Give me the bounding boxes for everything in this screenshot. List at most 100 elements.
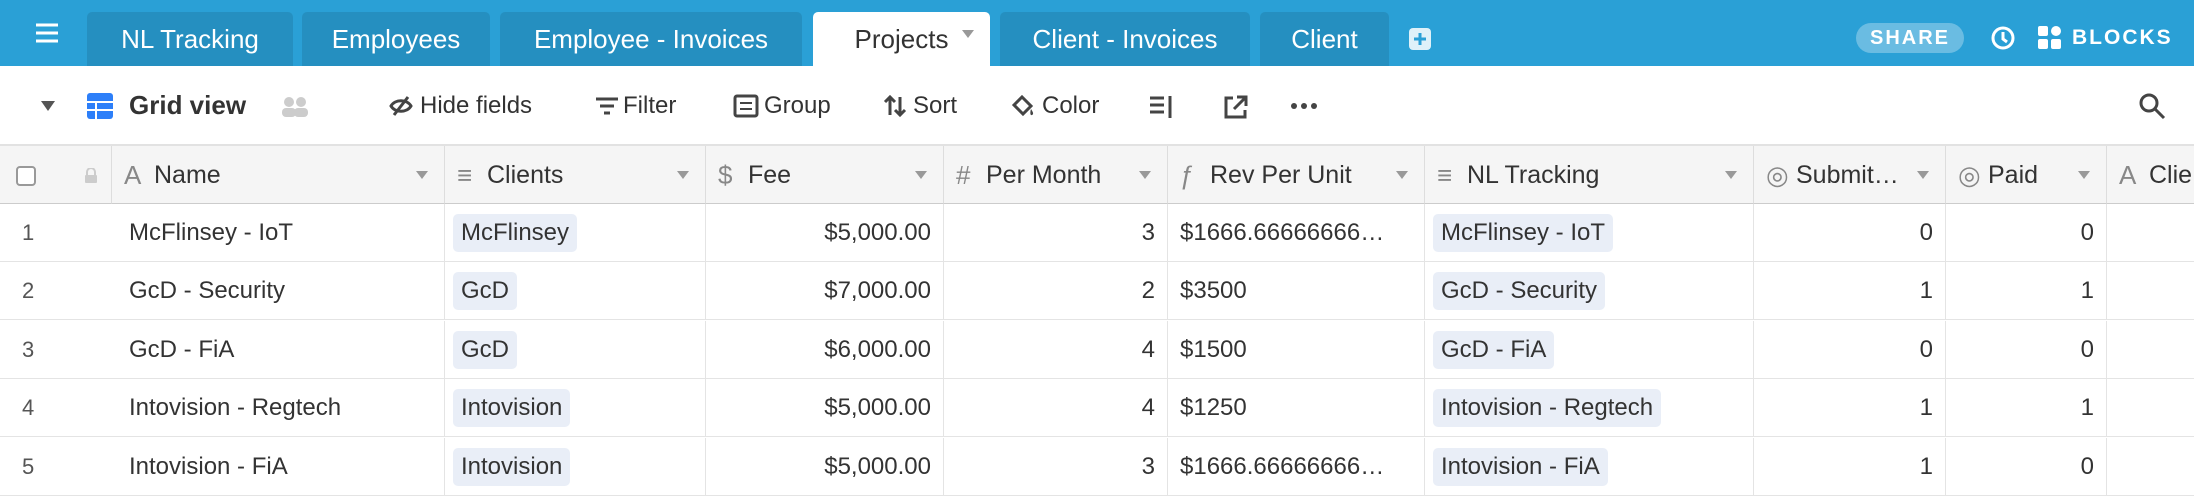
column-header[interactable]: A Name bbox=[112, 146, 445, 204]
toolbar-button[interactable]: Sort bbox=[913, 92, 958, 119]
toolbar-icon bbox=[389, 96, 413, 116]
cell: $5,000.00 bbox=[706, 437, 944, 496]
cell: 1 bbox=[1946, 379, 2107, 438]
cell: $6,000.00 bbox=[706, 320, 944, 379]
column-name: Name bbox=[154, 161, 221, 189]
linked-record[interactable]: GcD bbox=[453, 330, 517, 369]
cell: GcD - FiA bbox=[1425, 320, 1754, 379]
column-caret[interactable] bbox=[1396, 171, 1408, 179]
column-name: Fee bbox=[748, 161, 792, 189]
row-number: 5 bbox=[0, 438, 112, 496]
cell: Intovision - FiA bbox=[112, 437, 445, 496]
tab[interactable]: Client - Invoices bbox=[1000, 12, 1250, 66]
cell-text: 0 bbox=[1919, 219, 1933, 246]
select-all-checkbox[interactable] bbox=[16, 166, 36, 186]
menu-icon[interactable] bbox=[34, 22, 60, 44]
cell: 4 bbox=[944, 320, 1168, 379]
linked-record[interactable]: McFlinsey - IoT bbox=[1433, 214, 1614, 252]
linked-record[interactable]: Intovision - Regtech bbox=[1433, 389, 1662, 428]
cell-text: $1500 bbox=[1180, 335, 1247, 363]
linked-record[interactable]: GcD - FiA bbox=[1433, 330, 1555, 369]
tab[interactable]: Employees bbox=[302, 12, 490, 66]
blocks-button[interactable]: BLOCKS bbox=[2072, 26, 2173, 49]
cell: 0 bbox=[1946, 437, 2107, 496]
cell bbox=[2107, 379, 2194, 438]
cell-text: $5,000.00 bbox=[824, 219, 931, 246]
cell: McFlinsey bbox=[445, 204, 706, 262]
cell-text: $3500 bbox=[1180, 277, 1247, 305]
tab[interactable]: Projects bbox=[813, 12, 990, 66]
history-icon[interactable] bbox=[1988, 24, 2016, 52]
column-caret[interactable] bbox=[677, 171, 689, 179]
linked-record[interactable]: McFlinsey bbox=[453, 214, 578, 252]
cell-text: $1250 bbox=[1180, 394, 1247, 422]
add-tab-icon[interactable] bbox=[1408, 27, 1432, 51]
tab[interactable]: NL Tracking bbox=[87, 12, 293, 66]
tab[interactable]: Employee - Invoices bbox=[500, 12, 802, 66]
row-number: 2 bbox=[0, 262, 112, 321]
column-caret[interactable] bbox=[1917, 171, 1929, 179]
cell: Intovision - Regtech bbox=[112, 379, 445, 438]
column-name: Submit… bbox=[1796, 161, 1899, 189]
cell: 0 bbox=[1754, 204, 1946, 262]
cell-text: 1 bbox=[2080, 277, 2094, 305]
row-height-icon[interactable] bbox=[1148, 94, 1174, 120]
tab[interactable]: Client bbox=[1260, 12, 1389, 66]
blocks-icon[interactable] bbox=[2036, 24, 2064, 52]
column-name: NL Tracking bbox=[1467, 161, 1600, 189]
linked-record[interactable]: Intovision - FiA bbox=[1433, 447, 1608, 486]
toolbar-button[interactable]: Filter bbox=[623, 92, 677, 119]
linked-record[interactable]: GcD bbox=[453, 272, 517, 311]
toolbar-icon bbox=[733, 94, 759, 118]
column-name: Rev Per Unit bbox=[1210, 161, 1352, 189]
column-caret[interactable] bbox=[1725, 171, 1737, 179]
column-caret[interactable] bbox=[416, 171, 428, 179]
cell-text: 0 bbox=[2080, 452, 2094, 480]
toolbar-button[interactable]: Color bbox=[1042, 92, 1100, 119]
linked-record[interactable]: GcD - Security bbox=[1433, 272, 1606, 311]
cell-text: 0 bbox=[1919, 335, 1933, 363]
cell: 1 bbox=[1946, 262, 2107, 321]
cell-text: $7,000.00 bbox=[824, 277, 931, 305]
caret-icon[interactable] bbox=[40, 100, 56, 112]
linked-record[interactable]: Intovision bbox=[453, 389, 571, 428]
cell: $5,000.00 bbox=[706, 204, 944, 262]
search-icon[interactable] bbox=[2138, 92, 2166, 120]
view-name[interactable]: Grid view bbox=[129, 90, 247, 120]
toolbar-button[interactable]: Group bbox=[764, 92, 831, 119]
column-header[interactable]: # Per Month bbox=[944, 146, 1168, 204]
column-header[interactable]: ◎ Submit… bbox=[1754, 146, 1946, 204]
column-caret[interactable] bbox=[1139, 171, 1151, 179]
column-caret[interactable] bbox=[2078, 171, 2090, 179]
cell-text: $1666.66666666… bbox=[1180, 219, 1385, 246]
collaborators-icon bbox=[282, 97, 308, 117]
top-bar: SHARE BLOCKS NL Tracking Employees Employe… bbox=[0, 0, 2194, 66]
column-header[interactable]: ≡ Clients bbox=[445, 146, 706, 204]
cell: 0 bbox=[1946, 320, 2107, 379]
field-type-icon: ≡ bbox=[1437, 160, 1453, 190]
column-caret[interactable] bbox=[915, 171, 927, 179]
cell: 3 bbox=[944, 437, 1168, 496]
more-icon[interactable] bbox=[1290, 102, 1318, 110]
cell: 0 bbox=[1754, 320, 1946, 379]
column-header[interactable]: $ Fee bbox=[706, 146, 944, 204]
toolbar: Grid view Hide fields Filter Group Sort Colo… bbox=[0, 66, 2194, 146]
tab-caret[interactable] bbox=[962, 30, 974, 39]
cell-text: 1 bbox=[1919, 277, 1933, 305]
row-number: 4 bbox=[0, 379, 112, 438]
share-view-icon[interactable] bbox=[1223, 94, 1249, 120]
row-number: 3 bbox=[0, 321, 112, 379]
cell-text: 1 bbox=[1919, 452, 1933, 480]
toolbar-button[interactable]: Hide fields bbox=[420, 92, 533, 119]
column-header[interactable]: ƒ Rev Per Unit bbox=[1168, 146, 1425, 204]
cell: GcD - FiA bbox=[112, 320, 445, 379]
cell: GcD bbox=[445, 262, 706, 321]
column-header[interactable]: ≡ NL Tracking bbox=[1425, 146, 1754, 204]
field-type-icon: A bbox=[124, 160, 142, 190]
linked-record[interactable]: Intovision bbox=[453, 447, 571, 486]
share-button[interactable]: SHARE bbox=[1856, 23, 1964, 53]
column-header[interactable]: ◎ Paid bbox=[1946, 146, 2107, 204]
column-header[interactable]: A Clie bbox=[2107, 146, 2194, 204]
cell: $3500 bbox=[1168, 262, 1425, 321]
